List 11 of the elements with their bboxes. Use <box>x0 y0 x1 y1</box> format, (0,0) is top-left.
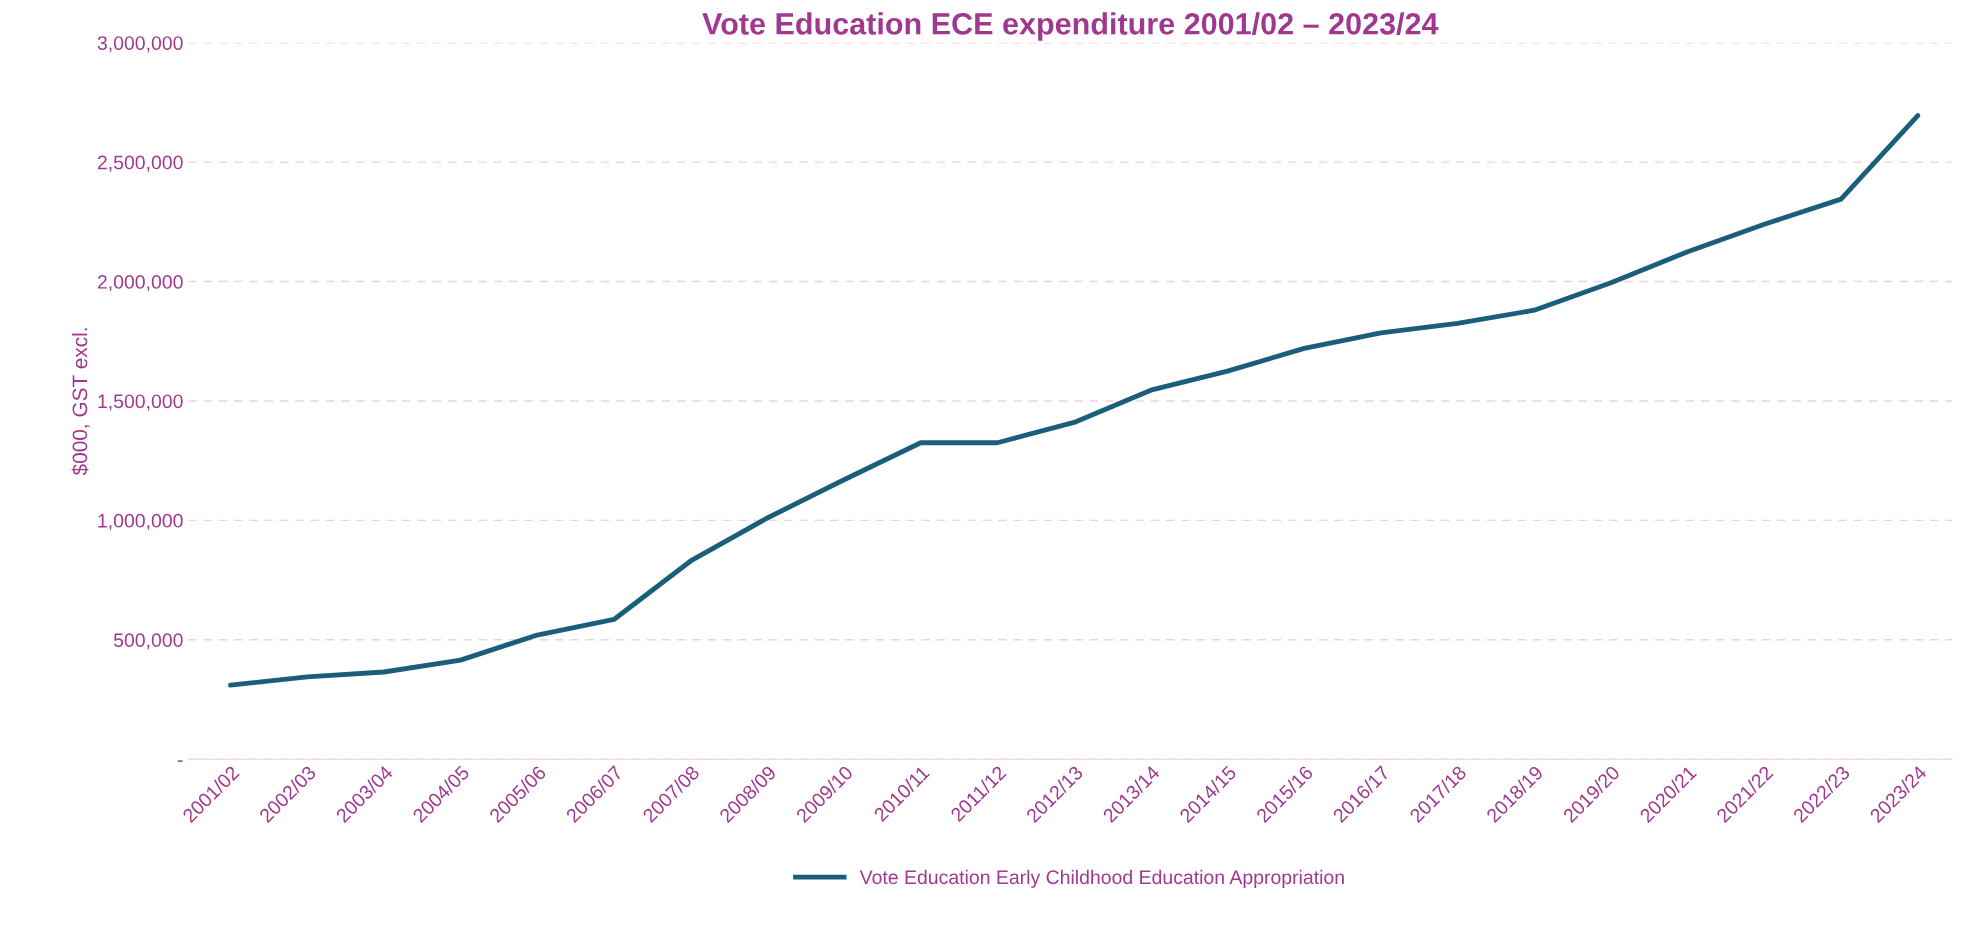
y-tick-label: 2,500,000 <box>97 155 183 172</box>
y-tick-label: - <box>177 760 183 762</box>
y-tick-label: 2,000,000 <box>97 275 183 292</box>
y-axis-title: $000, GST excl. <box>71 328 90 476</box>
line-series <box>228 113 1921 688</box>
y-tick-label: 3,000,000 <box>97 36 183 53</box>
legend-label: Vote Education Early Childhood Education Appropriation <box>859 869 1344 888</box>
y-tick-label: 1,500,000 <box>98 394 183 411</box>
chart-title: Vote Education ECE expenditure 2001/02 – 2023/24 <box>702 12 1439 41</box>
y-tick-label: 500,000 <box>113 633 183 650</box>
y-tick-label: 1,000,000 <box>98 513 183 530</box>
